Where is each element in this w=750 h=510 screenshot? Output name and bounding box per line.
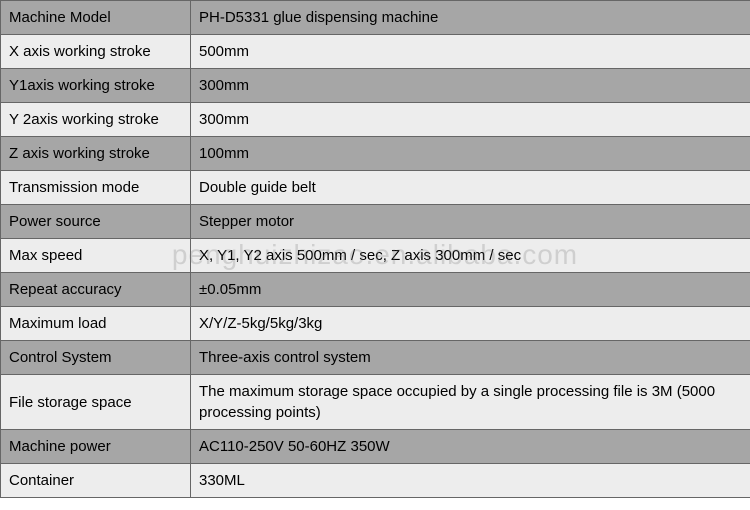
spec-label: Y1axis working stroke (1, 69, 191, 103)
table-row: Max speed X, Y1, Y2 axis 500mm / sec, Z … (1, 239, 750, 273)
table-row: Container 330ML (1, 464, 750, 498)
spec-label: Y 2axis working stroke (1, 103, 191, 137)
spec-label: Power source (1, 205, 191, 239)
table-row: Machine power AC110-250V 50-60HZ 350W (1, 430, 750, 464)
spec-value: Stepper motor (191, 205, 750, 239)
spec-label: Maximum load (1, 307, 191, 341)
spec-value: The maximum storage space occupied by a … (191, 375, 750, 430)
table-row: Repeat accuracy ±0.05mm (1, 273, 750, 307)
table-row: Z axis working stroke 100mm (1, 137, 750, 171)
spec-label: Machine Model (1, 1, 191, 35)
table-row: Power source Stepper motor (1, 205, 750, 239)
spec-label: Max speed (1, 239, 191, 273)
spec-label: Machine power (1, 430, 191, 464)
spec-value: ±0.05mm (191, 273, 750, 307)
table-row: X axis working stroke 500mm (1, 35, 750, 69)
spec-value: X, Y1, Y2 axis 500mm / sec, Z axis 300mm… (191, 239, 750, 273)
spec-value: X/Y/Z-5kg/5kg/3kg (191, 307, 750, 341)
spec-value: 500mm (191, 35, 750, 69)
spec-label: Container (1, 464, 191, 498)
table-row: Control System Three-axis control system (1, 341, 750, 375)
spec-value: AC110-250V 50-60HZ 350W (191, 430, 750, 464)
spec-label: X axis working stroke (1, 35, 191, 69)
table-row: Machine Model PH-D5331 glue dispensing m… (1, 1, 750, 35)
spec-value: 300mm (191, 103, 750, 137)
spec-label: Control System (1, 341, 191, 375)
spec-value: 300mm (191, 69, 750, 103)
spec-label: Transmission mode (1, 171, 191, 205)
spec-value: 100mm (191, 137, 750, 171)
table-row: Transmission mode Double guide belt (1, 171, 750, 205)
spec-value: PH-D5331 glue dispensing machine (191, 1, 750, 35)
spec-label: Z axis working stroke (1, 137, 191, 171)
table-row: File storage space The maximum storage s… (1, 375, 750, 430)
spec-table: Machine Model PH-D5331 glue dispensing m… (0, 0, 750, 498)
table-row: Y 2axis working stroke 300mm (1, 103, 750, 137)
spec-value: 330ML (191, 464, 750, 498)
spec-value: Double guide belt (191, 171, 750, 205)
spec-label: Repeat accuracy (1, 273, 191, 307)
table-row: Y1axis working stroke 300mm (1, 69, 750, 103)
table-row: Maximum load X/Y/Z-5kg/5kg/3kg (1, 307, 750, 341)
spec-label: File storage space (1, 375, 191, 430)
spec-table-body: Machine Model PH-D5331 glue dispensing m… (1, 1, 750, 498)
spec-value: Three-axis control system (191, 341, 750, 375)
